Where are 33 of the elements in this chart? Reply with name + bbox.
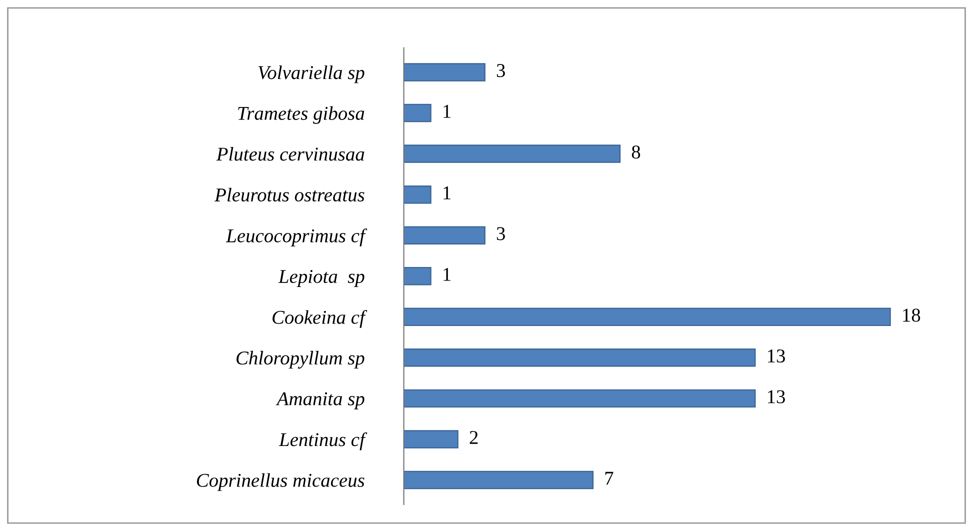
data-label: 3 (496, 227, 505, 240)
bar (404, 389, 756, 408)
data-label: 8 (632, 146, 640, 159)
bar (404, 144, 621, 163)
bar (404, 267, 432, 286)
y-tick-label: Lentinus cf (278, 432, 368, 450)
data-label: 2 (470, 431, 478, 444)
data-label: 13 (768, 390, 785, 404)
y-tick-label: Chloropyllum sp (236, 350, 364, 369)
bar (404, 308, 891, 326)
data-label: 1 (444, 104, 450, 118)
bar (404, 104, 432, 122)
y-tick-label: Trametes gibosa (238, 106, 364, 124)
bar (404, 185, 432, 204)
y-tick-label: Pleurotus ostreatus (214, 188, 364, 202)
bar (404, 430, 458, 448)
y-tick-label: Leucocoprimus cf (226, 228, 368, 246)
y-tick-label: Cookeina cf (272, 310, 368, 328)
y-tick-label: Pluteus cervinusaa (216, 147, 364, 161)
data-label: 3 (496, 64, 505, 78)
y-tick-label: Lepiota sp (278, 270, 364, 288)
bar (404, 470, 594, 490)
data-label: 18 (903, 308, 920, 322)
bar (404, 63, 486, 82)
data-label: 1 (444, 186, 450, 200)
data-label: 1 (444, 268, 450, 281)
y-tick-label: Volvariella sp (258, 66, 364, 84)
y-tick-label: Coprinellus micaceus (196, 473, 364, 491)
bar (404, 226, 486, 244)
y-tick-label: Amanita sp (276, 392, 364, 410)
bar (404, 348, 756, 367)
data-label: 13 (768, 349, 785, 363)
data-label: 7 (605, 472, 614, 485)
